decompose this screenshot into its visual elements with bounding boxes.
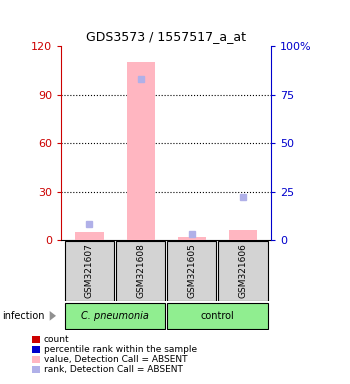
Text: GSM321607: GSM321607 <box>85 243 94 298</box>
FancyBboxPatch shape <box>65 303 165 329</box>
Text: control: control <box>201 311 234 321</box>
FancyBboxPatch shape <box>167 241 216 301</box>
Title: GDS3573 / 1557517_a_at: GDS3573 / 1557517_a_at <box>86 30 246 43</box>
Text: rank, Detection Call = ABSENT: rank, Detection Call = ABSENT <box>44 365 183 374</box>
Bar <box>178 237 206 240</box>
Text: GSM321605: GSM321605 <box>187 243 196 298</box>
Text: GSM321606: GSM321606 <box>239 243 247 298</box>
Bar <box>75 232 104 240</box>
Text: infection: infection <box>2 311 44 321</box>
Bar <box>229 230 257 240</box>
FancyBboxPatch shape <box>218 241 268 301</box>
Text: value, Detection Call = ABSENT: value, Detection Call = ABSENT <box>44 355 187 364</box>
Text: GSM321608: GSM321608 <box>136 243 145 298</box>
Text: percentile rank within the sample: percentile rank within the sample <box>44 345 197 354</box>
FancyBboxPatch shape <box>65 241 114 301</box>
Bar <box>127 62 155 240</box>
FancyBboxPatch shape <box>116 241 165 301</box>
Text: C. pneumonia: C. pneumonia <box>81 311 149 321</box>
FancyBboxPatch shape <box>167 303 268 329</box>
Text: count: count <box>44 335 69 344</box>
